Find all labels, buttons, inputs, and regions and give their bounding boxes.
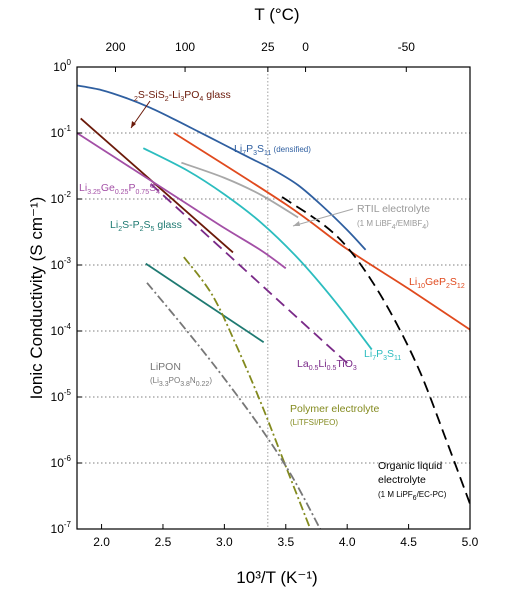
series-line-10 (146, 282, 321, 530)
series-line-8 (145, 262, 265, 343)
top-tick-label: -50 (398, 40, 416, 54)
label-li7p3s11-densified: Li7P3S11 (densified) (234, 143, 311, 157)
y-axis-title: Ionic Conductivity (S cm⁻¹) (27, 197, 46, 400)
top-tick-label: 25 (261, 40, 275, 54)
label-rtil-arrowhead (293, 221, 300, 226)
series-line-9 (183, 256, 312, 530)
y-tick-label: 10-2 (51, 190, 72, 206)
label-li325ge025p075s4: Li3.25Ge0.25P0.75S4 (79, 182, 160, 196)
label-li7p3s11: Li7P3S11 (364, 348, 401, 362)
label-li2s-p2s5-glass: Li2S-P2S5 glass (110, 219, 182, 233)
label-organic-line3: (1 M LiPF6/EC-PC) (378, 490, 447, 502)
y-tick-label: 10-1 (51, 124, 72, 140)
label-polymer-line1: Polymer electrolyte (290, 403, 379, 415)
label-lipon-line1: LiPON (150, 361, 181, 373)
label-organic-line1: Organic liquid (378, 460, 442, 472)
series-lines (76, 84, 471, 530)
y-tick-label: 100 (53, 58, 71, 74)
series-line-0 (76, 84, 367, 251)
x-axis-title: 10³/T (K⁻¹) (236, 568, 317, 587)
top-tick-label: 0 (302, 40, 309, 54)
series-line-7 (150, 183, 351, 366)
x-tick-label: 4.5 (400, 535, 417, 549)
plot-frame (76, 66, 471, 530)
x-tick-label: 2.0 (93, 535, 110, 549)
x-tick-label: 3.0 (216, 535, 233, 549)
series-line-5 (142, 147, 373, 351)
x-tick-label: 3.5 (277, 535, 294, 549)
series-line-4 (76, 132, 287, 270)
top-tick-label: 200 (105, 40, 125, 54)
label-rtil-line1: RTIL electrolyte (357, 203, 430, 215)
label-organic-line2: electrolyte (378, 474, 426, 486)
label-llto: La0.5Li0.5TiO3 (297, 358, 357, 372)
label-polymer-line2: (LiTFSI/PEO) (290, 418, 338, 427)
label-rtil-arrow (292, 208, 354, 227)
label-li2s-sis2-li3po4: 2S-SiS2-Li3PO4 glass (134, 89, 231, 103)
grid (77, 67, 470, 529)
y-tick-label: 10-3 (51, 256, 72, 272)
x-tick-label: 2.5 (155, 535, 172, 549)
top-axis-title: T (°C) (254, 5, 299, 24)
series-line-2 (173, 132, 471, 331)
x-tick-label: 4.0 (339, 535, 356, 549)
label-li10gep2s12: Li10GeP2S12 (409, 276, 465, 290)
series-line-6 (181, 161, 299, 219)
series-line-3 (281, 196, 471, 505)
x-tick-label: 5.0 (462, 535, 479, 549)
y-tick-label: 10-4 (51, 322, 72, 338)
label-rtil-line2: (1 M LiBF4/EMIBF4) (357, 219, 429, 231)
axis-ticks: 2.0 2.5 3.0 3.5 4.0 4.5 5.0 200 100 25 0 -50 100 10-1… (51, 40, 479, 549)
label-lipon-line2: (Li3.3PO3.8N0.22) (150, 376, 212, 388)
label-li2s-sis2-arrowhead (131, 121, 136, 128)
y-tick-label: 10-5 (51, 388, 72, 404)
y-tick-label: 10-6 (51, 454, 72, 470)
y-tick-label: 10-7 (51, 520, 72, 536)
top-tick-label: 100 (175, 40, 195, 54)
